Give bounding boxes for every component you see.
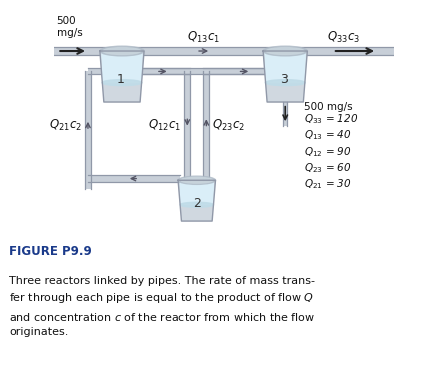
Text: $Q_{21}c_2$: $Q_{21}c_2$ bbox=[49, 118, 82, 132]
Text: FIGURE P9.9: FIGURE P9.9 bbox=[9, 245, 92, 258]
Text: $Q_{12}$ = 90: $Q_{12}$ = 90 bbox=[304, 145, 352, 158]
Text: $Q_{13}c_1$: $Q_{13}c_1$ bbox=[187, 30, 220, 45]
Polygon shape bbox=[180, 182, 214, 205]
Polygon shape bbox=[178, 180, 215, 221]
Text: $Q_{33}$ = 120: $Q_{33}$ = 120 bbox=[304, 112, 358, 126]
Text: $Q_{23}$ = 60: $Q_{23}$ = 60 bbox=[304, 161, 352, 175]
Polygon shape bbox=[264, 52, 306, 83]
Text: $Q_{13}$ = 40: $Q_{13}$ = 40 bbox=[304, 128, 352, 142]
Text: 3: 3 bbox=[280, 73, 288, 86]
Polygon shape bbox=[100, 51, 144, 102]
Ellipse shape bbox=[178, 176, 215, 185]
Ellipse shape bbox=[100, 46, 144, 56]
Ellipse shape bbox=[263, 46, 307, 56]
Ellipse shape bbox=[181, 177, 213, 183]
Polygon shape bbox=[101, 52, 143, 83]
Polygon shape bbox=[263, 51, 307, 102]
Ellipse shape bbox=[102, 80, 142, 86]
Text: Three reactors linked by pipes. The rate of mass trans-
fer through each pipe is: Three reactors linked by pipes. The rate… bbox=[9, 276, 315, 337]
Text: $Q_{12}c_1$: $Q_{12}c_1$ bbox=[148, 118, 181, 134]
Text: $Q_{33}c_3$: $Q_{33}c_3$ bbox=[327, 30, 360, 45]
Ellipse shape bbox=[103, 48, 141, 54]
Ellipse shape bbox=[265, 80, 305, 86]
Text: 500
mg/s: 500 mg/s bbox=[56, 16, 82, 38]
Text: 1: 1 bbox=[116, 73, 124, 86]
Text: $Q_{21}$ = 30: $Q_{21}$ = 30 bbox=[304, 177, 352, 191]
Ellipse shape bbox=[267, 48, 304, 54]
Ellipse shape bbox=[180, 202, 213, 207]
Text: $Q_{23}c_2$: $Q_{23}c_2$ bbox=[212, 118, 246, 134]
Text: 2: 2 bbox=[193, 198, 201, 211]
Text: 500 mg/s: 500 mg/s bbox=[304, 102, 353, 112]
